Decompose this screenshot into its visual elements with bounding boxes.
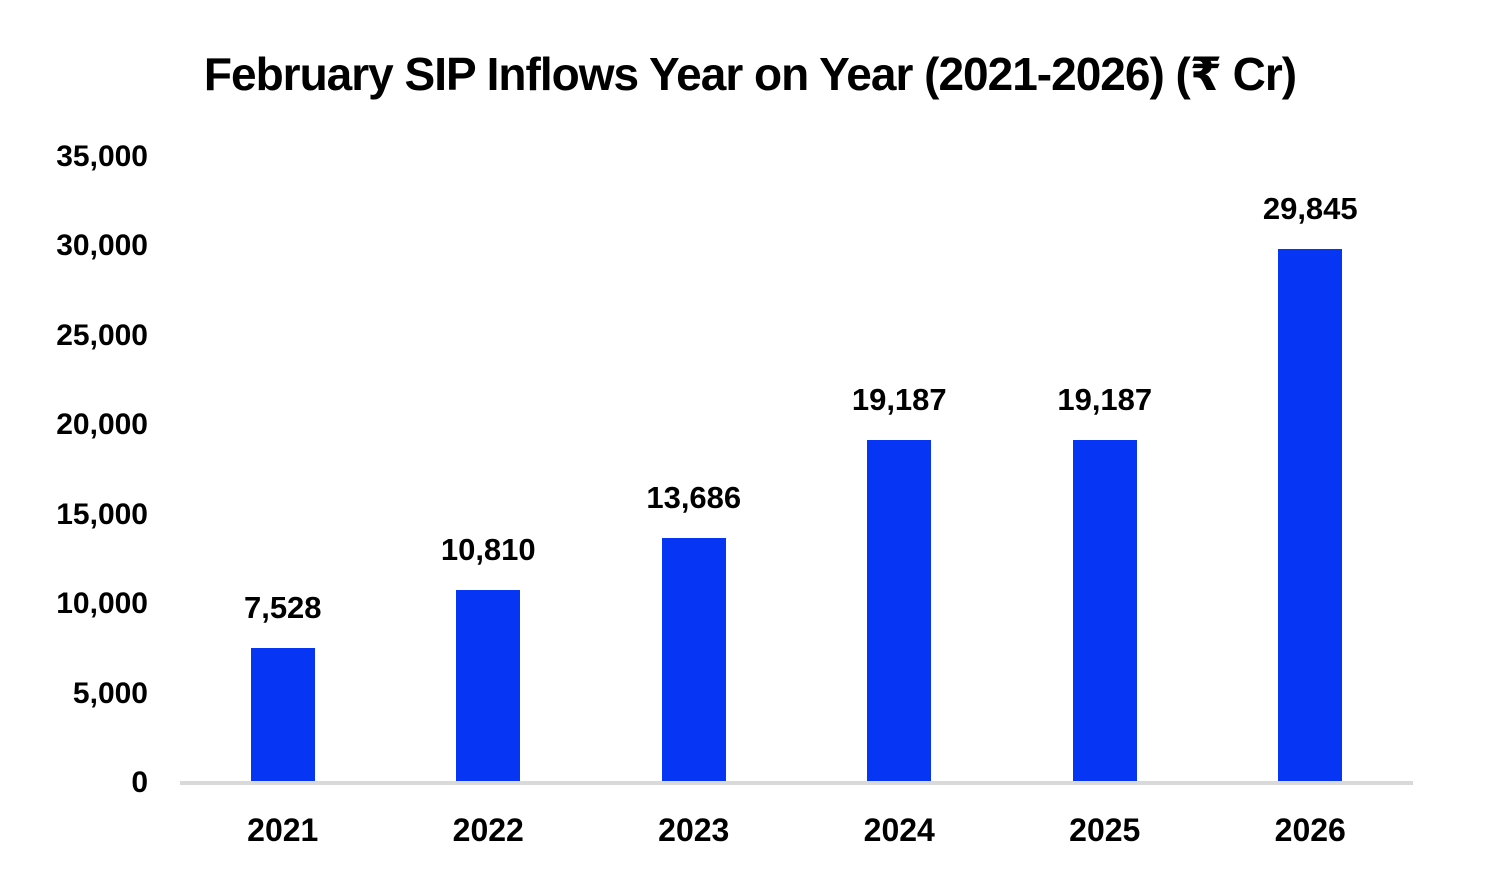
bar-value-label-2026: 29,845 (1262, 191, 1358, 226)
bar-2024 (867, 440, 931, 783)
y-tick-label-20000: 20,000 (56, 408, 148, 442)
x-tick-label-2021: 2021 (247, 812, 319, 848)
bar-2022 (456, 590, 520, 783)
x-tick-label-2023: 2023 (658, 812, 730, 848)
y-tick-label-5000: 5,000 (72, 676, 148, 710)
chart-title: February SIP Inflows Year on Year (2021-… (203, 48, 1297, 100)
bar-value-label-2024: 19,187 (851, 382, 947, 417)
y-tick-label-25000: 25,000 (56, 318, 148, 352)
y-tick-label-15000: 15,000 (56, 497, 148, 531)
bar-value-label-2022: 10,810 (440, 532, 536, 567)
bar-2021 (251, 648, 315, 783)
bar-2023 (662, 538, 726, 783)
y-tick-label-30000: 30,000 (56, 229, 148, 263)
x-tick-label-2025: 2025 (1069, 812, 1141, 848)
x-tick-label-2024: 2024 (863, 812, 935, 848)
bar-value-label-2023: 13,686 (646, 480, 742, 515)
y-tick-label-0: 0 (131, 766, 148, 799)
bar-2026 (1278, 249, 1342, 783)
y-tick-label-35000: 35,000 (56, 140, 148, 173)
x-tick-label-2026: 2026 (1274, 812, 1346, 848)
bar-value-label-2025: 19,187 (1057, 382, 1153, 417)
bar-value-label-2021: 7,528 (243, 590, 322, 625)
bar-2025 (1073, 440, 1137, 783)
y-tick-label-10000: 10,000 (56, 587, 148, 621)
x-tick-label-2022: 2022 (452, 812, 524, 848)
x-axis-line (180, 781, 1413, 785)
